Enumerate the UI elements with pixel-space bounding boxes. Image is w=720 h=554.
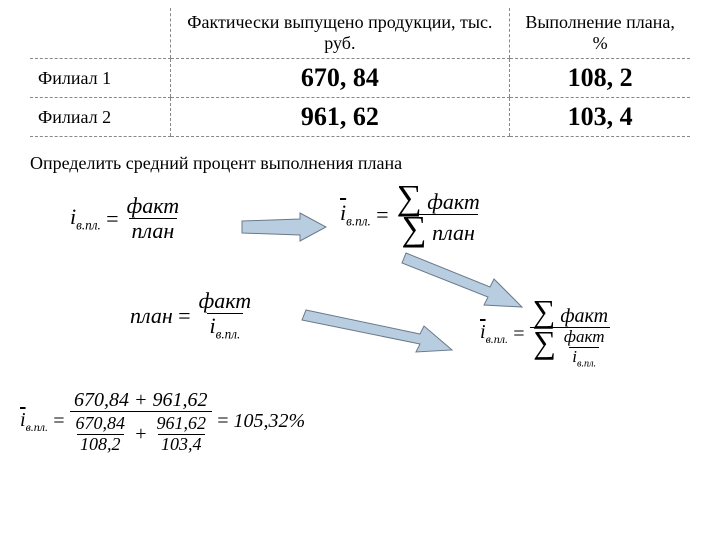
formula-plan-from-fact: план = факт iв.пл. (130, 289, 254, 342)
formula-basic: iв.пл. = факт план (70, 194, 182, 243)
formula-result: iв.пл. = 670,84 + 961,62 670,84 108,2 + … (20, 389, 305, 455)
row-name: Филиал 2 (30, 98, 170, 137)
task-text: Определить средний процент выполнения пл… (30, 153, 690, 174)
row-name: Филиал 1 (30, 59, 170, 98)
formulas-area: iв.пл. = факт план iв.пл. = ∑ факт ∑ пла… (0, 174, 720, 554)
table-row: Филиал 2 961, 62 103, 4 (30, 98, 690, 137)
row-actual: 961, 62 (170, 98, 510, 137)
row-actual: 670, 84 (170, 59, 510, 98)
row-planpct: 108, 2 (510, 59, 690, 98)
table-row: Филиал 1 670, 84 108, 2 (30, 59, 690, 98)
formula-sum-fact-plan: iв.пл. = ∑ факт ∑ план (340, 184, 483, 245)
th-empty (30, 8, 170, 59)
arrow-diag2-icon (300, 304, 460, 364)
arrow-right-icon (240, 209, 330, 245)
th-actual: Фактически выпущено продукции, тыс. руб. (170, 8, 510, 59)
result-value: 105,32% (234, 410, 306, 433)
formula-harmonic: iв.пл. = ∑ факт ∑ факт iв.пл. (480, 299, 611, 369)
row-planpct: 103, 4 (510, 98, 690, 137)
th-planpct: Выполнение плана, % (510, 8, 690, 59)
data-table: Фактически выпущено продукции, тыс. руб.… (30, 8, 690, 137)
